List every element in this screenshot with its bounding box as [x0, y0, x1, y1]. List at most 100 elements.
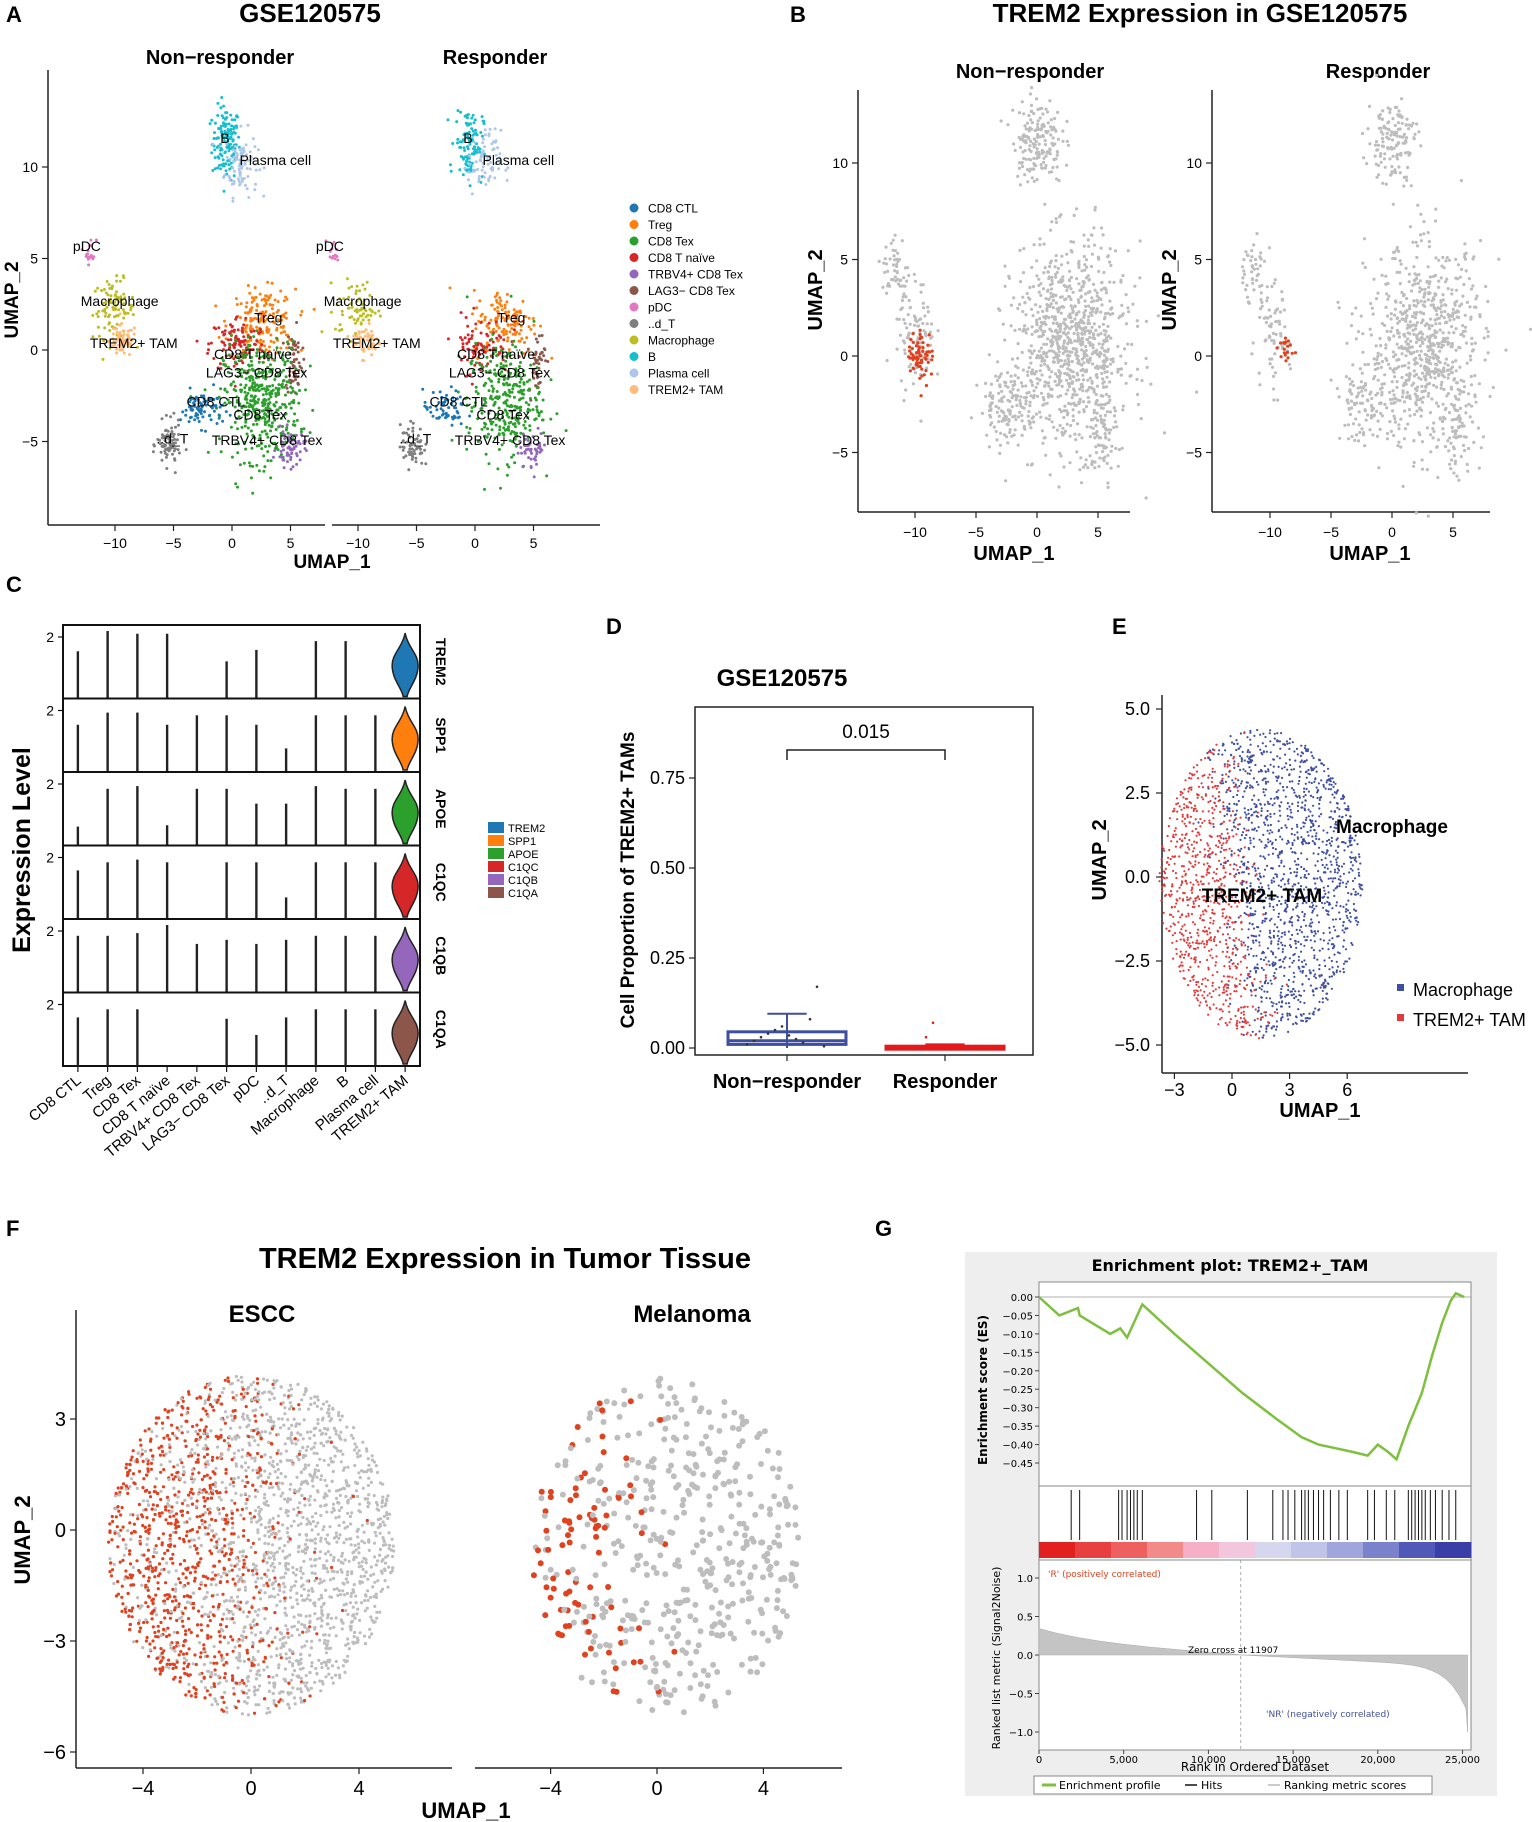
umap-point-b — [473, 145, 476, 149]
panel-b-point-grey — [1399, 417, 1403, 421]
umap-point-plasma-cell — [231, 199, 235, 203]
panel-b-point-grey — [1461, 294, 1465, 298]
umap-point-cd8-tex — [261, 360, 265, 364]
panel-a-ytick-label: 0 — [30, 342, 38, 358]
umap-point-cd8-t-na-ve — [463, 336, 467, 340]
panel-b-point-grey — [1016, 356, 1020, 360]
panel-b-point-grey — [1102, 359, 1106, 363]
panel-b-point-grey — [900, 306, 904, 310]
umap-point-treg — [256, 312, 260, 316]
umap-point-macrophage — [340, 328, 344, 331]
panel-b-point-grey — [1426, 265, 1430, 269]
panel-b-point-grey — [1079, 481, 1084, 485]
panel-b-point-grey — [1377, 362, 1381, 366]
panel-b-point-grey — [1276, 398, 1280, 402]
panel-b-point-grey — [1053, 265, 1057, 269]
panel-b-point-grey — [1250, 255, 1254, 259]
umap-point-macrophage — [118, 300, 122, 304]
umap-point--d-t — [170, 426, 174, 430]
panel-b-point-grey — [1102, 459, 1106, 463]
panel-b-point-red — [924, 383, 929, 388]
panel-b-point-grey — [1055, 165, 1059, 169]
umap-point-treg — [276, 300, 280, 304]
panel-b-point-grey — [1382, 157, 1386, 161]
panel-a-cluster-label-r: Macrophage — [324, 293, 402, 309]
panel-b-point-grey — [1029, 109, 1033, 114]
panel-b-point-grey — [1405, 296, 1409, 301]
panel-b-point-grey — [1393, 420, 1397, 424]
umap-point--d-t — [402, 456, 406, 459]
panel-b-point-grey — [1427, 240, 1431, 244]
umap-point-cd8-tex — [267, 355, 271, 359]
panel-b-point-grey — [1108, 299, 1112, 303]
panel-b-point-grey — [1398, 259, 1402, 263]
panel-b-point-grey — [1077, 263, 1081, 267]
panel-a-cluster-label-r: CD8 T naïve — [457, 346, 535, 362]
panel-b-point-grey — [1060, 254, 1064, 258]
umap-point-b — [232, 127, 236, 131]
umap-point-cd8-tex — [260, 409, 264, 413]
umap-point-lag3-cd8-tex — [284, 383, 288, 387]
panel-b-point-grey — [1066, 331, 1070, 335]
umap-point-b — [222, 189, 226, 193]
panel-b-point-grey — [1393, 400, 1397, 404]
panel-b-point-grey — [1006, 441, 1010, 445]
panel-b-point-grey — [1030, 176, 1034, 180]
umap-point-treg — [279, 331, 283, 335]
panel-b-point-grey — [1380, 360, 1385, 364]
umap-point-b — [460, 155, 464, 159]
panel-b-point-red — [907, 345, 912, 349]
umap-point-treg — [260, 298, 264, 302]
umap-point-cd8-tex — [495, 390, 499, 393]
panel-b-point-grey — [1431, 427, 1435, 431]
panel-b-point-grey — [1395, 342, 1399, 346]
umap-point-cd8-tex — [249, 394, 253, 398]
panel-b-point-grey — [999, 409, 1004, 413]
panel-b-point-grey — [1427, 285, 1431, 289]
panel-b-point-grey — [1027, 137, 1031, 141]
panel-b-point-grey — [1040, 358, 1044, 362]
panel-b-point-grey — [1016, 376, 1020, 380]
panel-b-point-grey — [1432, 383, 1436, 387]
umap-point-cd8-tex — [243, 390, 247, 394]
panel-b-point-grey — [1002, 395, 1006, 399]
panel-b-point-grey — [1092, 243, 1097, 247]
panel-b-point-grey — [1078, 387, 1082, 391]
panel-b-point-grey — [1052, 425, 1056, 429]
panel-b-point-grey — [1050, 220, 1054, 224]
umap-point--d-t — [418, 452, 422, 456]
panel-b-point-grey — [1260, 283, 1264, 288]
umap-point-lag3-cd8-tex — [537, 334, 541, 338]
umap-point-lag3-cd8-tex — [536, 358, 540, 362]
umap-point-b — [469, 122, 472, 126]
panel-b-point-grey — [1020, 419, 1024, 423]
umap-point-cd8-tex — [257, 367, 260, 371]
umap-point-cd8-tex — [532, 319, 536, 323]
panel-b-point-grey — [1377, 466, 1381, 470]
umap-point-macrophage — [373, 311, 377, 315]
umap-point-treg — [494, 329, 498, 333]
panel-b-point-grey — [903, 321, 907, 325]
umap-point-plasma-cell — [492, 147, 496, 151]
panel-b-point-grey — [893, 275, 897, 279]
umap-point-cd8-tex — [263, 429, 267, 433]
panel-b-point-grey — [1437, 285, 1441, 289]
panel-b-point-grey — [1497, 257, 1501, 261]
umap-point-treg — [282, 315, 286, 319]
umap-point-cd8-tex — [269, 429, 272, 433]
panel-b-point-grey — [1008, 428, 1012, 432]
panel-b-point-grey — [1123, 347, 1127, 351]
umap-point-plasma-cell — [239, 124, 243, 128]
panel-b-point-grey — [1380, 273, 1384, 277]
panel-b-point-grey — [1386, 297, 1390, 301]
panel-b-point-grey — [890, 278, 894, 282]
panel-b-point-grey — [1337, 306, 1341, 310]
umap-point-cd8-tex — [245, 371, 249, 375]
panel-b-point-grey — [1045, 401, 1049, 405]
panel-b-point-grey — [1065, 378, 1069, 382]
panel-b-point-grey — [1402, 437, 1406, 441]
umap-point-treg — [255, 325, 259, 329]
panel-b-point-grey — [889, 241, 893, 245]
panel-b-point-grey — [1087, 385, 1091, 390]
umap-point-treg — [265, 317, 269, 321]
